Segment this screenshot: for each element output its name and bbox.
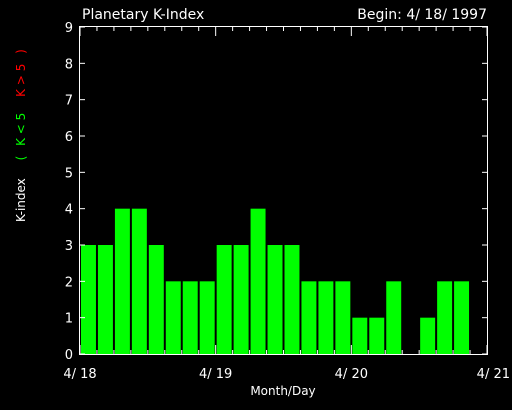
y-axis-close-paren: ) [14,49,28,54]
y-axis-high-label: K > 5 [14,64,28,97]
bar-15 [335,281,351,354]
bar-2 [114,208,130,354]
y-axis: 0 1 2 3 4 5 6 7 8 9 [65,21,487,363]
x-axis: 4/ 18 4/ 19 4/ 20 4/ 21 [63,27,510,382]
bar-9 [233,245,249,354]
y-tick-label-3: 3 [65,239,73,254]
y-tick-label-8: 8 [65,57,73,72]
y-tick-label-2: 2 [65,275,73,290]
x-tick-label-2: 4/ 20 [335,367,368,382]
x-tick-label-3: 4/ 21 [477,367,510,382]
y-tick-label-9: 9 [65,21,73,36]
y-tick-label-4: 4 [65,203,73,218]
bar-1 [97,245,113,354]
bar-7 [199,281,215,354]
y-axis-low-label: K < 5 [14,113,28,146]
x-tick-label-1: 4/ 19 [199,367,232,382]
y-axis-open-paren: ( [14,156,28,161]
bar-22 [454,281,470,354]
bar-14 [318,281,334,354]
x-tick-label-0: 4/ 18 [63,367,96,382]
bar-0 [81,245,96,354]
bar-20 [420,317,436,354]
y-axis-title: K-index ( K < 5 K > 5 ) [14,49,28,222]
bar-21 [437,281,453,354]
chart-title: Planetary K-Index [82,7,204,23]
plot-frame [79,26,488,355]
y-tick-label-5: 5 [65,166,73,181]
bars-group [81,208,470,354]
bar-11 [267,245,283,354]
bar-8 [216,245,232,354]
bar-13 [301,281,317,354]
bar-17 [369,317,385,354]
bar-12 [284,245,300,354]
bar-16 [352,317,368,354]
y-tick-label-7: 7 [65,94,73,109]
bar-4 [148,245,164,354]
y-tick-label-0: 0 [65,348,73,363]
bar-6 [182,281,198,354]
y-tick-label-1: 1 [65,312,73,327]
bar-5 [165,281,181,354]
bar-18 [386,281,402,354]
begin-date-label: Begin: 4/ 18/ 1997 [357,7,487,23]
bar-10 [250,208,266,354]
x-axis-title: Month/Day [250,384,315,398]
y-axis-title-prefix: K-index [14,178,28,222]
y-tick-label-6: 6 [65,130,73,145]
bar-3 [131,208,147,354]
